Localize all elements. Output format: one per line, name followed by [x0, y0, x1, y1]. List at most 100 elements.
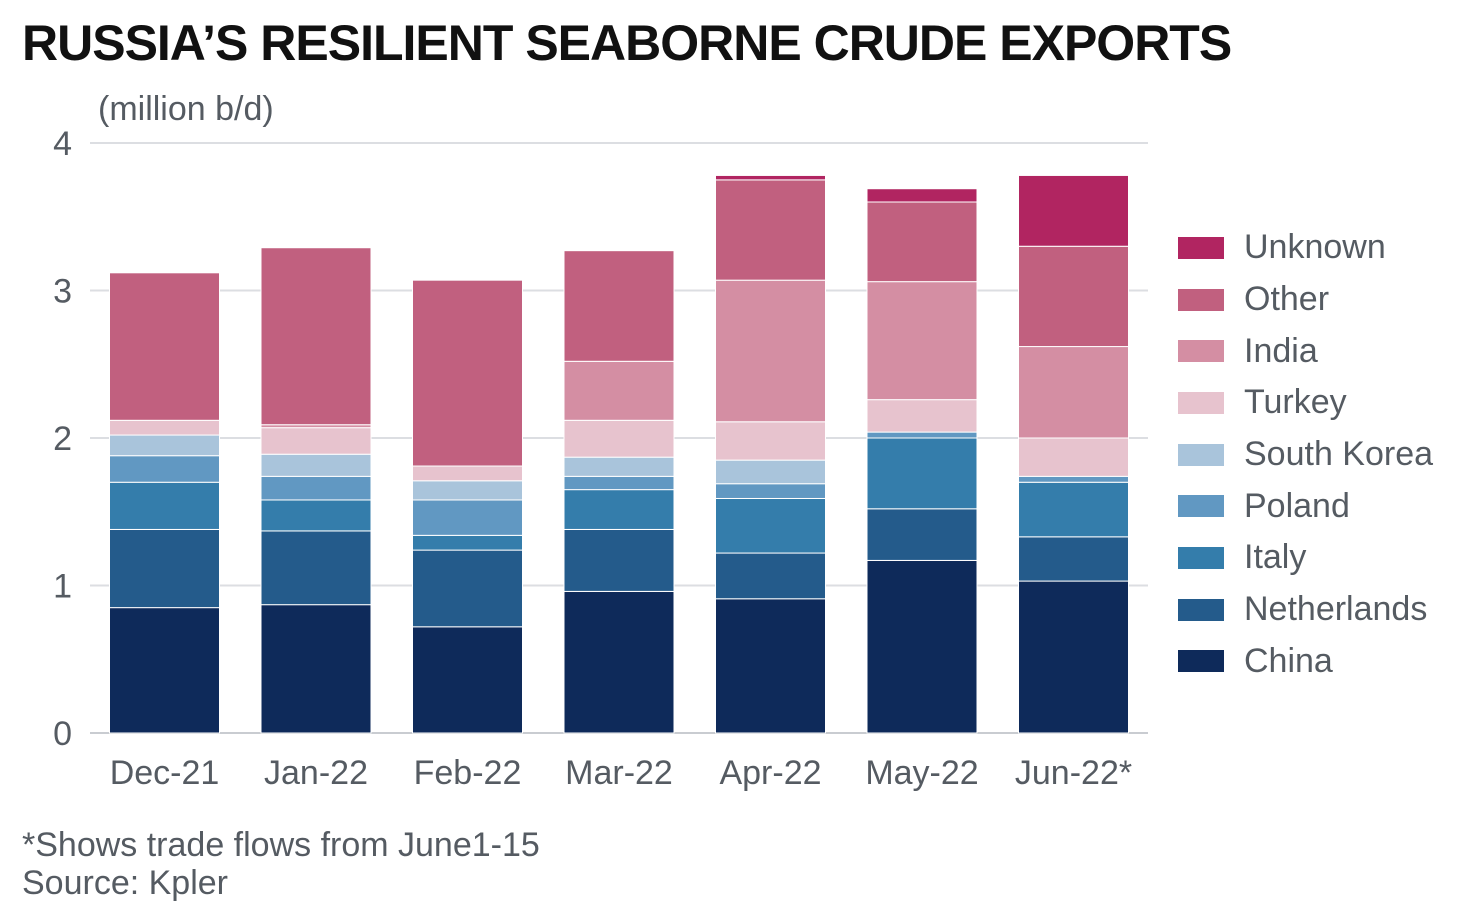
legend: Unknown Other India Turkey South Korea Poland… [1178, 222, 1433, 687]
footnote: *Shows trade flows from June1-15 [22, 826, 540, 864]
source-note: Source: Kpler [22, 864, 228, 902]
bar-segment-south-korea [563, 456, 675, 477]
bar-segment-other [866, 201, 978, 283]
legend-label: Other [1244, 280, 1330, 319]
bar-segment-india [563, 360, 675, 421]
bar-segment-other [260, 247, 372, 426]
legend-label: China [1244, 641, 1333, 680]
bar-segment-italy [1018, 481, 1129, 538]
y-tick-label: 3 [53, 273, 72, 311]
x-tick-label: May-22 [865, 754, 978, 792]
y-tick-label: 2 [53, 420, 72, 458]
bar-segment-poland [1018, 475, 1129, 483]
bar-segment-turkey [563, 419, 675, 458]
y-tick-label: 4 [53, 125, 72, 163]
bar-segment-turkey [866, 399, 978, 433]
bar-segment-china [1018, 580, 1129, 734]
legend-swatch [1178, 236, 1224, 259]
bars [109, 174, 1129, 734]
y-axis-ticks: 0 1 2 3 4 [53, 125, 72, 753]
bar-segment-poland [866, 431, 978, 439]
legend-item: South Korea [1178, 429, 1433, 481]
y-axis-label: (million b/d) [98, 90, 274, 128]
bar-segment-poland [563, 475, 675, 491]
bar-segment-turkey [412, 465, 523, 482]
x-tick-label: Jan-22 [264, 754, 368, 792]
legend-item: Turkey [1178, 377, 1433, 429]
legend-swatch [1178, 391, 1224, 414]
bar-segment-china [563, 590, 675, 734]
bar-segment-china [109, 607, 220, 734]
x-tick-label: Dec-21 [110, 754, 220, 792]
bar-segment-italy [715, 497, 826, 554]
bar-segment-south-korea [412, 480, 523, 501]
bar-segment-italy [412, 534, 523, 551]
legend-item: Italy [1178, 532, 1433, 584]
x-tick-label: Apr-22 [719, 754, 821, 792]
bar-segment-india [715, 279, 826, 423]
bar-segment-netherlands [866, 508, 978, 561]
bar-segment-south-korea [260, 453, 372, 477]
bar-segment-italy [866, 437, 978, 510]
bar-segment-italy [563, 489, 675, 530]
bar-segment-other [715, 179, 826, 281]
legend-item: Poland [1178, 480, 1433, 532]
legend-label: South Korea [1244, 435, 1434, 474]
legend-label: Unknown [1244, 228, 1386, 267]
legend-label: Netherlands [1244, 590, 1428, 629]
legend-swatch [1178, 598, 1224, 621]
legend-item: India [1178, 325, 1433, 377]
bar-segment-other [563, 250, 675, 362]
legend-item: China [1178, 636, 1433, 688]
legend-label: India [1244, 331, 1318, 370]
bar-segment-netherlands [715, 552, 826, 600]
y-tick-label: 1 [53, 568, 72, 606]
bar-segment-south-korea [715, 459, 826, 485]
chart-title: RUSSIA’S RESILIENT SEABORNE CRUDE EXPORT… [22, 15, 1232, 71]
bar-segment-poland [109, 455, 220, 483]
bar-segment-turkey [1018, 437, 1129, 477]
x-tick-label: Feb-22 [414, 754, 522, 792]
bar-segment-unknown [1018, 174, 1129, 247]
bar-segment-china [715, 598, 826, 734]
legend-swatch [1178, 443, 1224, 466]
legend-swatch [1178, 650, 1224, 673]
legend-label: Poland [1244, 486, 1350, 525]
legend-swatch [1178, 340, 1224, 363]
bar-segment-netherlands [1018, 536, 1129, 582]
legend-item: Unknown [1178, 222, 1433, 274]
bar-segment-china [866, 559, 978, 734]
bar-segment-india [866, 281, 978, 401]
bar-segment-poland [412, 499, 523, 536]
bar-segment-netherlands [109, 528, 220, 609]
x-axis-ticks: Dec-21 Jan-22 Feb-22 Mar-22 Apr-22 May-22 Jun-… [110, 754, 1132, 792]
bar-segment-unknown [715, 174, 826, 181]
x-tick-label: Jun-22* [1015, 754, 1132, 792]
bar-segment-italy [260, 499, 372, 532]
bar-segment-turkey [109, 419, 220, 436]
bar-segment-south-korea [109, 434, 220, 457]
legend-swatch [1178, 495, 1224, 518]
bar-segment-netherlands [260, 530, 372, 606]
bar-segment-other [109, 272, 220, 421]
bar-segment-other [412, 279, 523, 467]
legend-swatch [1178, 288, 1224, 311]
bar-segment-poland [715, 483, 826, 499]
bar-segment-other [1018, 245, 1129, 348]
x-tick-label: Mar-22 [565, 754, 673, 792]
legend-label: Italy [1244, 538, 1307, 577]
bar-segment-turkey [260, 427, 372, 455]
bar-segment-netherlands [563, 528, 675, 592]
legend-swatch [1178, 546, 1224, 569]
y-tick-label: 0 [53, 715, 72, 753]
bar-segment-netherlands [412, 549, 523, 628]
bar-segment-india [1018, 346, 1129, 439]
bar-segment-china [412, 626, 523, 734]
legend-item: Netherlands [1178, 584, 1433, 636]
legend-item: Other [1178, 274, 1433, 326]
bar-segment-italy [109, 481, 220, 530]
bar-segment-unknown [866, 188, 978, 203]
bar-segment-turkey [715, 421, 826, 461]
footnote-block: *Shows trade flows from June1-15 Source:… [22, 826, 540, 902]
